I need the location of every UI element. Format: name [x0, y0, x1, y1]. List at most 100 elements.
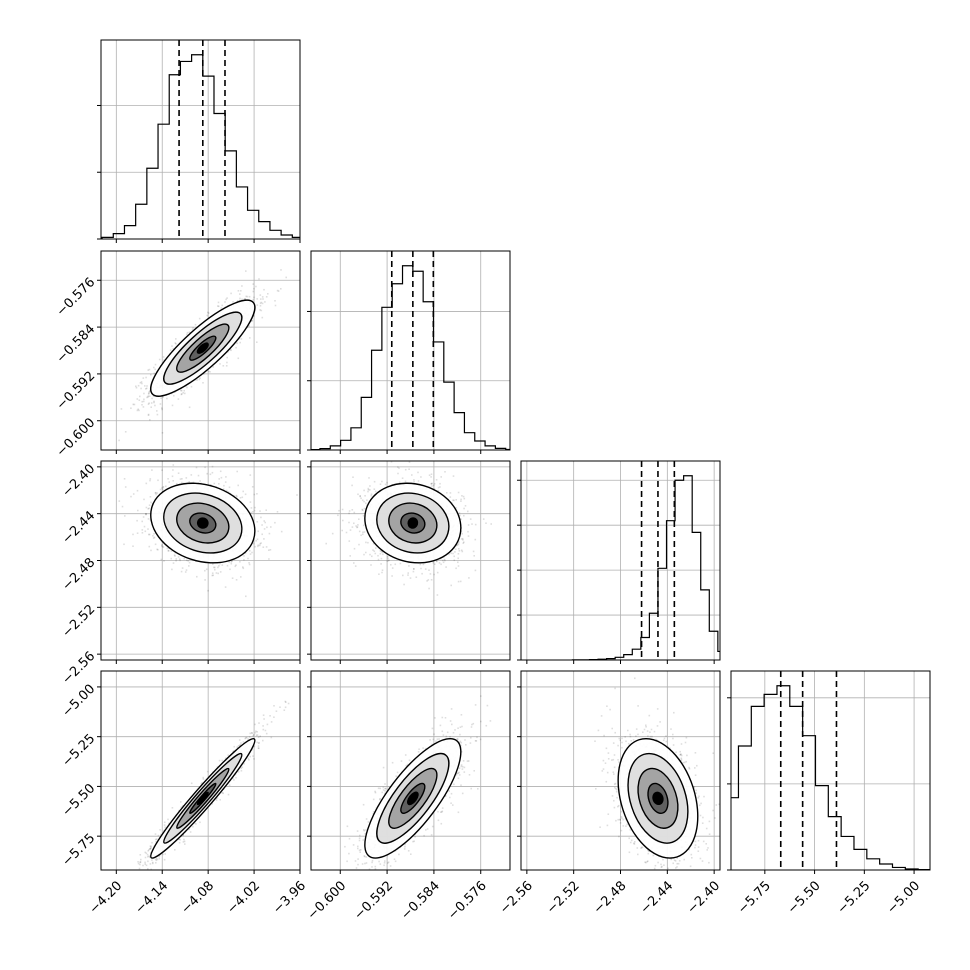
scatter-point: [382, 553, 384, 556]
scatter-point: [399, 562, 402, 565]
scatter-point: [378, 573, 380, 575]
scatter-point: [348, 540, 351, 542]
scatter-point: [225, 489, 228, 492]
scatter-point: [154, 492, 157, 494]
scatter-point: [227, 350, 229, 353]
scatter-point: [459, 514, 461, 517]
scatter-point: [359, 495, 361, 498]
scatter-point: [204, 579, 206, 581]
scatter-point: [158, 358, 161, 361]
scatter-point: [265, 509, 267, 511]
scatter-point: [244, 552, 247, 555]
scatter-point: [239, 497, 242, 499]
scatter-point: [217, 305, 220, 308]
y-tick-label: −2.40: [60, 462, 99, 501]
scatter-point: [170, 550, 173, 552]
scatter-point: [462, 542, 465, 544]
scatter-point: [257, 530, 259, 533]
scatter-point: [386, 560, 388, 562]
scatter-point: [185, 477, 188, 479]
scatter-point: [167, 549, 170, 552]
scatter-point: [141, 532, 144, 534]
scatter-point: [259, 305, 262, 307]
scatter-point: [241, 285, 243, 287]
scatter-point: [156, 410, 158, 412]
scatter-point: [150, 373, 152, 376]
scatter-point: [366, 499, 368, 501]
scatter-point: [248, 295, 251, 298]
scatter-point: [227, 491, 230, 493]
scatter-point: [181, 481, 183, 484]
scatter-point: [252, 298, 255, 301]
scatter-point: [457, 565, 460, 567]
scatter-point: [149, 478, 152, 480]
scatter-point: [175, 482, 178, 485]
scatter-point: [211, 574, 214, 577]
scatter-point: [132, 493, 135, 495]
scatter-point: [237, 300, 239, 302]
scatter-point: [184, 392, 186, 395]
scatter-point: [365, 551, 367, 554]
scatter-point: [147, 414, 150, 416]
scatter-point: [148, 402, 150, 404]
scatter-point: [429, 573, 432, 575]
scatter-point: [365, 541, 367, 544]
scatter-point: [161, 487, 163, 489]
scatter-point: [421, 572, 423, 575]
scatter-point: [175, 338, 177, 340]
scatter-point: [260, 542, 262, 544]
scatter-point: [263, 538, 265, 540]
scatter-point: [469, 518, 472, 520]
scatter-point: [256, 298, 258, 300]
scatter-point: [387, 557, 389, 560]
scatter-point: [355, 525, 357, 527]
scatter-point: [202, 382, 204, 384]
scatter-point: [370, 494, 373, 497]
scatter-point: [206, 314, 208, 317]
scatter-point: [172, 469, 174, 471]
scatter-point: [260, 309, 263, 312]
scatter-point: [143, 392, 145, 395]
scatter-point: [462, 495, 465, 498]
scatter-point: [367, 541, 369, 544]
scatter-point: [440, 563, 442, 566]
scatter-point: [457, 557, 459, 560]
scatter-point: [249, 553, 252, 555]
scatter-point: [353, 547, 356, 550]
scatter-point: [224, 481, 227, 483]
scatter-point: [256, 493, 258, 495]
scatter-point: [341, 508, 344, 511]
scatter-point: [460, 549, 463, 552]
scatter-point: [468, 577, 470, 579]
scatter-point: [162, 356, 165, 358]
scatter-point: [183, 557, 185, 560]
scatter-point: [256, 521, 259, 523]
scatter-point: [413, 568, 415, 570]
scatter-point: [455, 499, 457, 501]
scatter-point: [252, 283, 254, 285]
scatter-point: [280, 530, 283, 533]
scatter-point: [251, 551, 253, 554]
scatter-point: [162, 486, 164, 489]
scatter-point: [237, 484, 239, 487]
y-tick-label: −0.600: [54, 415, 99, 460]
scatter-point: [207, 589, 209, 592]
scatter-point: [244, 493, 247, 496]
scatter-point: [155, 493, 157, 496]
scatter-point: [402, 574, 404, 577]
scatter-point: [259, 542, 261, 545]
scatter-point: [386, 481, 388, 484]
scatter-point: [136, 409, 139, 412]
scatter-point: [348, 510, 351, 512]
scatter-point: [444, 471, 446, 473]
scatter-point: [446, 492, 448, 494]
scatter-point: [254, 545, 256, 548]
scatter-point: [228, 486, 231, 489]
scatter-point: [222, 365, 225, 367]
scatter-point: [243, 559, 245, 561]
panel-2-2: [517, 460, 721, 664]
scatter-point: [268, 549, 270, 551]
scatter-point: [380, 557, 383, 560]
scatter-point: [442, 559, 444, 562]
scatter-point: [147, 413, 150, 416]
